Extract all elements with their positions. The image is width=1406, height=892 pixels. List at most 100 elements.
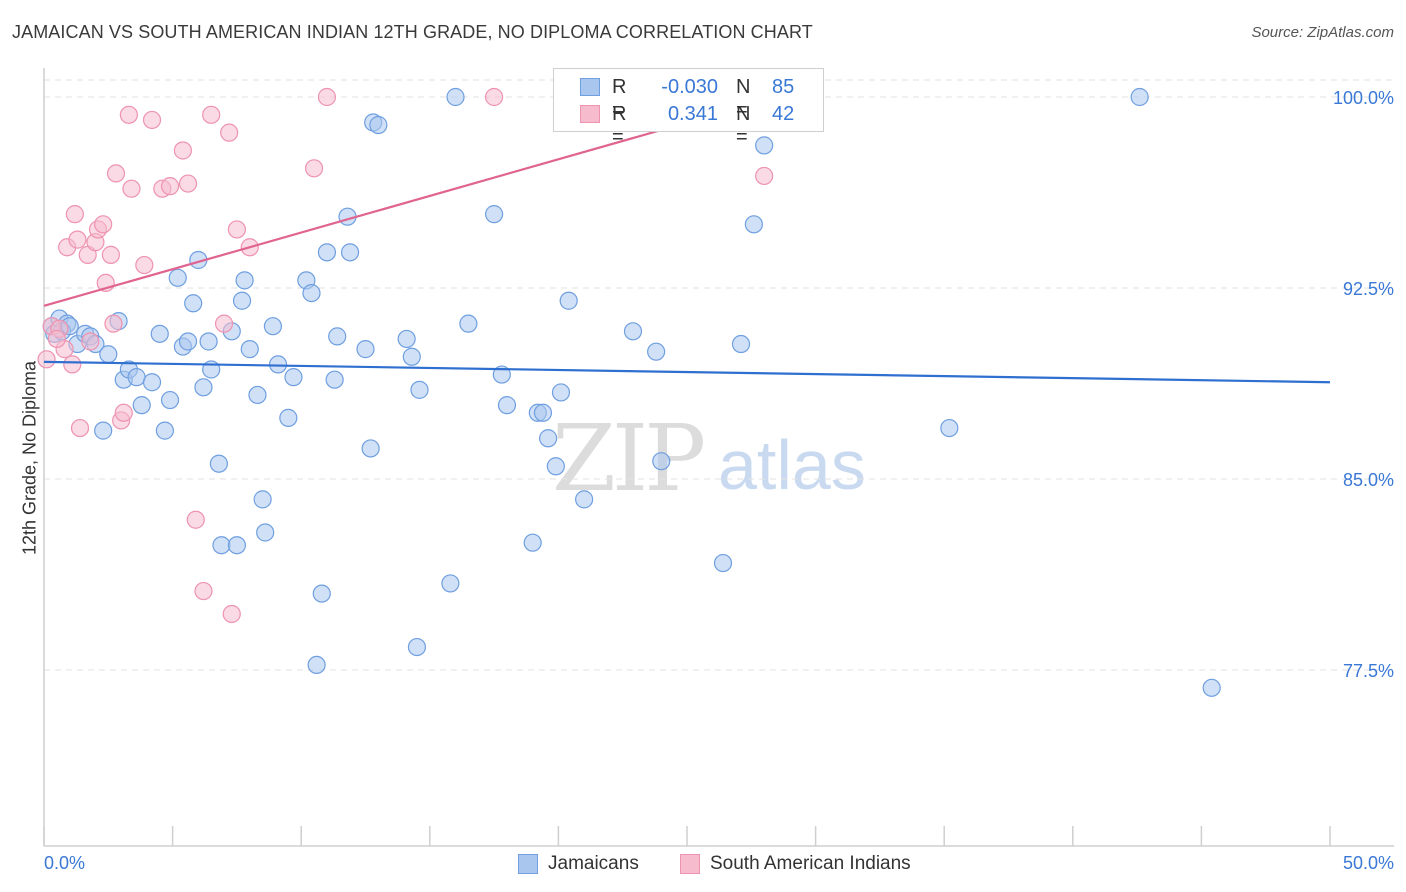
data-point <box>70 418 90 438</box>
jamaicans-points <box>42 87 1221 697</box>
data-point <box>307 655 326 675</box>
data-point <box>340 243 360 262</box>
n-value: 42 <box>772 103 795 125</box>
data-point <box>232 291 252 310</box>
data-point <box>1202 678 1221 697</box>
data-point <box>63 355 82 374</box>
blue-swatch <box>518 854 538 874</box>
stats-legend: R = -0.030 N = 85 R = 0.341 N = 42 <box>553 68 824 148</box>
data-point <box>402 347 421 366</box>
data-point <box>194 581 213 601</box>
data-point <box>212 536 231 555</box>
trend-lines <box>43 95 1331 384</box>
data-point <box>81 332 100 351</box>
data-point <box>173 141 192 160</box>
data-point <box>248 385 267 405</box>
data-point <box>99 345 118 364</box>
data-point <box>227 536 246 555</box>
data-point <box>94 215 113 234</box>
data-point <box>940 418 959 438</box>
data-point <box>202 105 221 124</box>
data-point <box>397 329 416 349</box>
data-point <box>523 533 542 552</box>
data-point <box>155 421 174 440</box>
data-point <box>160 177 180 196</box>
data-point <box>253 490 272 509</box>
y-tick-label: 77.5% <box>1343 661 1394 681</box>
data-point <box>559 291 578 310</box>
data-point <box>361 439 380 458</box>
chart-title: JAMAICAN VS SOUTH AMERICAN INDIAN 12TH G… <box>12 22 813 42</box>
pink-swatch <box>580 105 600 123</box>
r-value: 0.341 <box>667 103 718 125</box>
watermark-atlas: atlas <box>718 426 866 504</box>
data-point <box>623 322 643 341</box>
data-point <box>304 159 324 178</box>
r-label: R = <box>612 103 627 148</box>
data-point <box>446 87 465 107</box>
x-tick-label-min: 0.0% <box>44 853 85 873</box>
data-point <box>325 370 344 389</box>
data-point <box>302 283 321 303</box>
pink-swatch <box>680 854 700 874</box>
n-value: 85 <box>772 76 795 98</box>
data-point <box>122 179 141 198</box>
data-point <box>127 368 146 387</box>
data-point <box>407 637 427 657</box>
legend-label: South American Indians <box>710 853 911 874</box>
data-point <box>194 378 213 397</box>
y-tick-label: 85.0% <box>1343 470 1394 490</box>
data-point <box>328 327 347 346</box>
grid-lines <box>44 79 1394 671</box>
data-point <box>135 255 154 275</box>
tick-labels: 77.5% 85.0% 92.5% 100.0% 0.0% 50.0% <box>44 88 1394 873</box>
data-point <box>209 454 228 473</box>
data-point <box>731 334 751 354</box>
blue-swatch <box>580 78 600 96</box>
data-point <box>492 365 511 384</box>
data-point <box>235 271 254 290</box>
n-label: N = <box>736 103 751 148</box>
y-axis-label: 12th Grade, No Diploma <box>19 360 40 556</box>
data-point <box>178 174 198 193</box>
data-point <box>220 123 239 142</box>
n-label: N = <box>736 76 751 121</box>
data-point <box>47 329 66 349</box>
data-point <box>119 105 138 124</box>
data-point <box>284 368 303 387</box>
data-point <box>160 390 180 410</box>
data-point <box>755 136 774 155</box>
data-point <box>106 164 126 183</box>
data-point <box>410 380 429 399</box>
data-point <box>575 490 594 509</box>
data-point <box>132 396 151 415</box>
data-point <box>459 314 478 333</box>
data-point <box>104 314 123 333</box>
data-point <box>744 215 763 234</box>
data-point <box>214 314 234 333</box>
data-point <box>94 421 113 440</box>
data-point <box>551 383 571 402</box>
jamaicans-trend-line <box>43 360 1331 384</box>
data-point <box>37 350 56 369</box>
data-point <box>114 403 133 422</box>
data-point <box>65 205 84 224</box>
data-point <box>312 584 331 603</box>
source-credit: Source: ZipAtlas.com <box>1251 24 1394 41</box>
data-point <box>647 342 666 361</box>
data-point <box>755 166 774 186</box>
data-point <box>485 87 504 107</box>
data-point <box>317 87 337 107</box>
data-point <box>186 510 205 529</box>
data-point <box>240 340 259 359</box>
x-tick-label-max: 50.0% <box>1343 853 1394 873</box>
r-value: -0.030 <box>661 76 718 98</box>
data-point <box>222 604 241 624</box>
y-tick-label: 100.0% <box>1333 88 1394 108</box>
data-point <box>1130 87 1149 107</box>
data-point <box>713 553 733 573</box>
data-point <box>184 294 203 313</box>
legend-label: Jamaicans <box>548 853 639 874</box>
r-label: R = <box>612 76 627 121</box>
